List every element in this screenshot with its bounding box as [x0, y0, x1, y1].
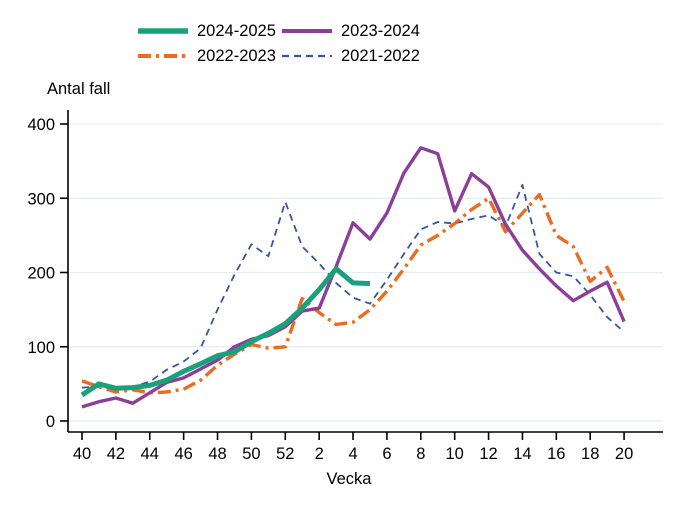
y-axis-title: Antal fall [47, 80, 111, 98]
x-tick-label: 2 [315, 445, 324, 463]
legend-column-2: 2023-2024 2021-2022 [282, 22, 420, 65]
series-line-2021-2022 [81, 183, 625, 391]
legend-column-1: 2024-2025 2022-2023 [138, 22, 276, 65]
legend-label: 2021-2022 [341, 46, 420, 65]
x-tick-label: 52 [276, 445, 294, 463]
legend-item-2024-2025: 2024-2025 [138, 22, 276, 40]
y-tick-label: 0 [46, 413, 55, 431]
x-tick-label: 16 [547, 445, 565, 463]
legend-item-2022-2023: 2022-2023 [138, 47, 276, 65]
x-tick-label: 4 [348, 445, 357, 463]
x-tick-label: 40 [73, 445, 91, 463]
x-tick-label: 50 [242, 445, 260, 463]
x-axis-title: Vecka [326, 470, 372, 488]
x-tick-label: 12 [479, 445, 497, 463]
x-tick-label: 44 [141, 445, 159, 463]
legend-label: 2024-2025 [197, 21, 276, 40]
x-tick-label: 8 [416, 445, 425, 463]
legend-label: 2023-2024 [341, 21, 420, 40]
legend-line-sample-icon [138, 54, 188, 58]
x-tick-label: 42 [107, 445, 125, 463]
x-tick-label: 14 [513, 445, 531, 463]
x-tick-label: 46 [174, 445, 192, 463]
series-line-2022-2023 [81, 192, 626, 395]
series-line-2024-2025 [80, 266, 371, 398]
legend-line-sample-icon [282, 29, 332, 33]
x-tick-label: 10 [446, 445, 464, 463]
legend-item-2021-2022: 2021-2022 [282, 47, 420, 65]
legend-item-2023-2024: 2023-2024 [282, 22, 420, 40]
legend-label: 2022-2023 [197, 46, 276, 65]
legend-line-sample-icon [282, 54, 332, 58]
x-tick-label: 6 [382, 445, 391, 463]
x-tick-label: 48 [208, 445, 226, 463]
y-tick-label: 400 [27, 116, 55, 134]
x-tick-label: 20 [615, 445, 633, 463]
x-tick-label: 18 [581, 445, 599, 463]
y-tick-label: 100 [27, 339, 55, 357]
legend-line-sample-icon [138, 28, 188, 34]
y-tick-label: 300 [27, 190, 55, 208]
y-tick-label: 200 [27, 265, 55, 283]
legend: 2024-2025 2022-2023 2023-2024 2021-2022 [138, 22, 420, 65]
series-line-2023-2024 [81, 146, 626, 409]
